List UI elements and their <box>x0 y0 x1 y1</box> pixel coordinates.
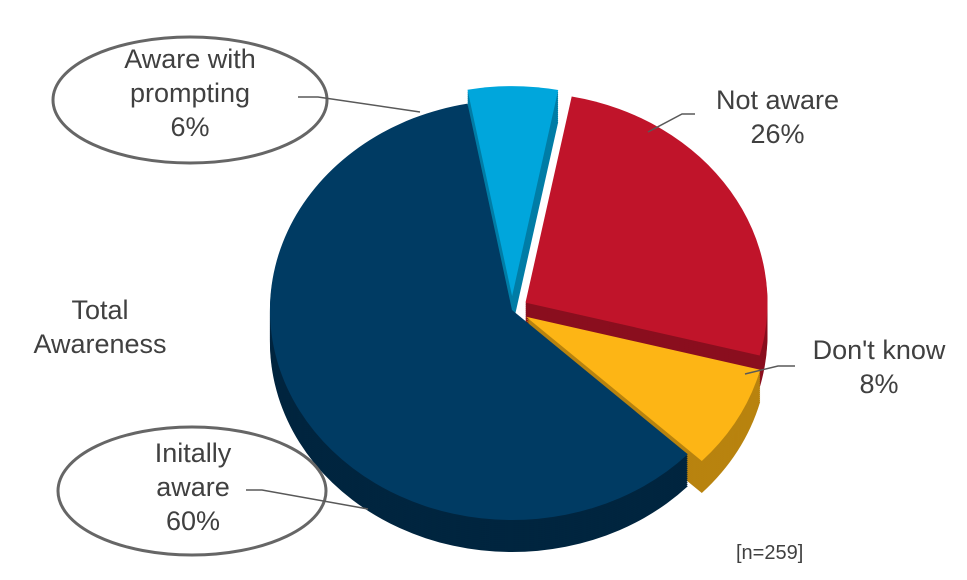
slice-label-dont-know: Don't know 8% <box>793 333 965 401</box>
slice-label-aware-with-prompting: Aware with prompting 6% <box>95 42 285 144</box>
annotations <box>51 35 795 557</box>
circle-initially-aware <box>56 425 328 557</box>
pie-tops <box>269 86 768 521</box>
leader-line-not-aware <box>647 113 695 133</box>
slice-value-label: 8% <box>859 369 899 399</box>
slice-value-label: 26% <box>750 119 805 149</box>
pie-slice-don-t-know <box>526 316 761 461</box>
slice-label-line: aware <box>156 472 230 502</box>
leader-line-aware-with-prompting <box>298 96 421 113</box>
sample-size-note: [n=259] <box>736 542 804 564</box>
leader-line-dont-know <box>744 365 795 375</box>
slice-value-label: 60% <box>165 506 221 536</box>
slice-label-not-aware: Not aware 26% <box>690 83 865 151</box>
annotation-line: Awareness <box>33 329 167 359</box>
leader-line-initially-aware <box>246 489 369 510</box>
slice-label-line: Aware with <box>124 44 256 74</box>
slice-value-label: 6% <box>170 112 210 142</box>
pie-slice-initally-aware <box>269 103 688 521</box>
total-awareness-annotation: Total Awareness <box>10 293 190 361</box>
pie-slice-not-aware <box>525 96 768 356</box>
circle-aware-with-prompting <box>51 35 329 165</box>
pie-slice-aware-with-prompting <box>467 86 559 297</box>
slice-label-line: Initally <box>154 438 232 468</box>
slice-label-line: Not aware <box>715 85 840 115</box>
slice-label-initially-aware: Initally aware 60% <box>128 436 258 538</box>
annotation-line: Total <box>71 295 129 325</box>
slice-label-line: Don't know <box>812 335 946 365</box>
slice-label-line: prompting <box>129 78 251 108</box>
